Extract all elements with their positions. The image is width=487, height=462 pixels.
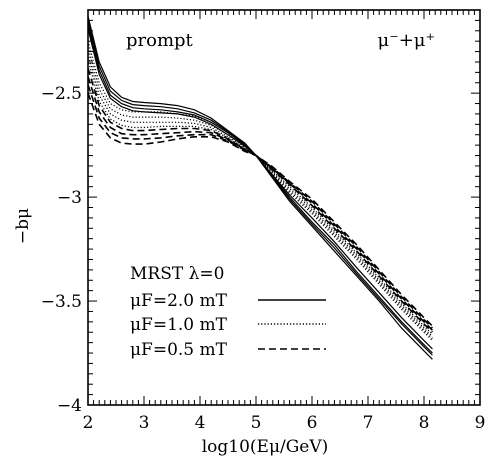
annotation-particles: μ⁻+μ⁺: [378, 30, 435, 51]
curve-dotted-2: [87, 53, 433, 337]
x-tick-label: 6: [307, 413, 318, 433]
legend: MRST λ=0 μF=2.0 mT μF=1.0 mT μF=0.5 mT: [130, 264, 326, 360]
x-axis-label: log10(Eμ/GeV): [202, 437, 329, 457]
curve-solid-0: [87, 16, 433, 360]
y-tick-label: −3.5: [41, 292, 82, 312]
curve-solid-1: [87, 20, 433, 356]
x-tick-label: 4: [195, 413, 206, 433]
y-tick-label: −3: [57, 188, 82, 208]
x-tick-label: 5: [251, 413, 262, 433]
series-curves: [87, 16, 433, 360]
legend-label-0: μF=2.0 mT: [130, 291, 228, 311]
x-tick-label: 8: [419, 413, 430, 433]
y-tick-label: −4: [57, 396, 82, 416]
curve-dashed-1: [87, 76, 433, 331]
curve-solid-2: [87, 24, 433, 354]
legend-header: MRST λ=0: [130, 264, 224, 284]
curve-dotted-0: [87, 41, 433, 342]
x-tick-label: 9: [475, 413, 486, 433]
curve-dotted-3: [87, 59, 433, 335]
y-tick-label: −2.5: [41, 84, 82, 104]
curve-dashed-2: [87, 84, 433, 329]
legend-label-2: μF=0.5 mT: [130, 340, 228, 360]
y-axis-label: −bμ: [13, 208, 33, 244]
annotation-prompt: prompt: [126, 30, 194, 51]
x-tick-label: 3: [139, 413, 150, 433]
x-axis-ticks: 2 3 4 5 6 7 8 9: [83, 10, 486, 433]
curve-dashed-0: [87, 67, 433, 333]
x-tick-label: 7: [363, 413, 374, 433]
y-axis-ticks: −2.5 −3 −3.5 −4: [41, 9, 480, 416]
curve-dashed-3: [87, 92, 433, 327]
legend-label-1: μF=1.0 mT: [130, 315, 228, 335]
curve-dotted-1: [87, 47, 433, 339]
x-tick-label: 2: [83, 413, 94, 433]
